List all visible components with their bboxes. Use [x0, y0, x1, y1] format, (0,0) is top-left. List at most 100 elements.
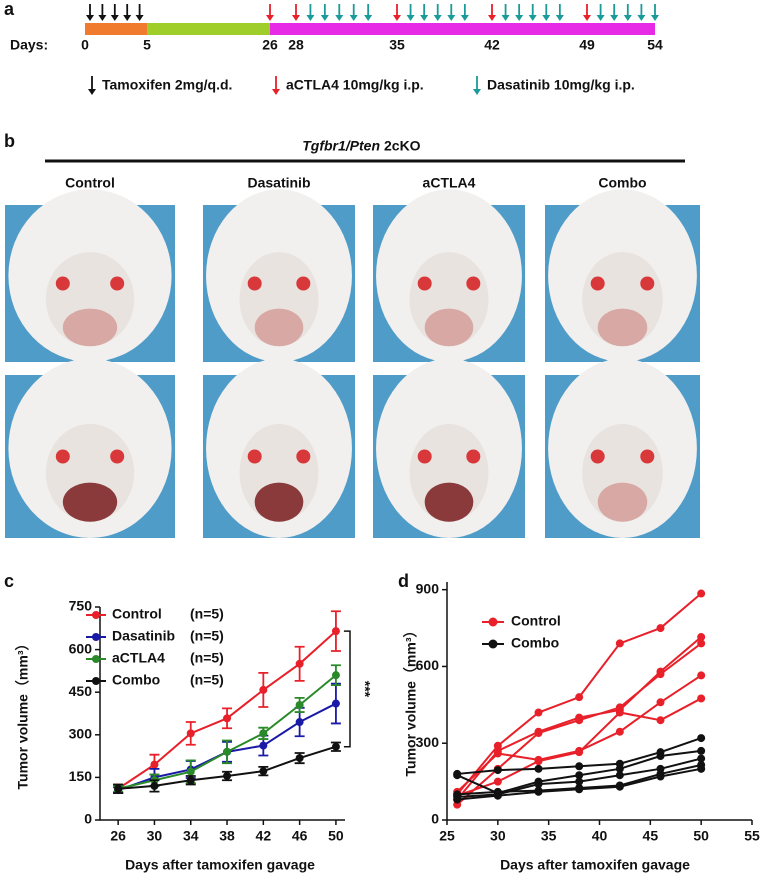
arrow [515, 4, 524, 21]
marker [259, 741, 268, 750]
day-tick-label: 35 [389, 37, 405, 53]
arrow [488, 4, 496, 21]
y-axis-label: Tumor volume（mm³） [403, 624, 419, 777]
marker [295, 700, 304, 709]
marker [331, 742, 340, 751]
mouse-eye [466, 276, 481, 291]
legend-label: Dasatinib 10mg/kg i.p. [487, 77, 635, 93]
arrow-head [651, 15, 659, 21]
column-label: Control [65, 175, 115, 191]
arrow [406, 4, 415, 21]
marker [615, 708, 624, 717]
arrow [272, 76, 280, 95]
arrow-head [98, 15, 107, 21]
y-axis-label: Tumor volume（mm³） [15, 637, 31, 790]
arrow-head [542, 15, 551, 21]
x-tick-label: 26 [110, 828, 126, 844]
marker [656, 716, 665, 725]
arrow [460, 4, 469, 21]
arrow-head [515, 15, 524, 21]
arrow-head [460, 15, 469, 21]
timeline-segment [147, 23, 270, 35]
arrow-head [306, 15, 315, 21]
arrow [623, 4, 632, 21]
arrow [306, 4, 315, 21]
legend-label: aCTLA4 [112, 650, 165, 666]
marker [295, 718, 304, 727]
marker [615, 771, 624, 780]
arrow [447, 4, 456, 21]
marker [615, 639, 624, 648]
marker [223, 747, 232, 756]
marker [575, 785, 584, 794]
legend-marker [92, 611, 100, 619]
photo [373, 189, 525, 362]
marker [697, 754, 706, 763]
mouse-eye [55, 276, 70, 291]
legend-marker [92, 655, 100, 663]
y-tick-label: 600 [416, 657, 440, 673]
marker [615, 727, 624, 736]
photo [545, 189, 700, 362]
marker [259, 685, 268, 694]
y-tick-label: 0 [431, 811, 439, 827]
photo [5, 189, 175, 362]
arrow-head [447, 15, 456, 21]
marker [697, 694, 706, 703]
arrow-head [473, 89, 481, 95]
day-tick-label: 42 [484, 37, 500, 53]
arrow-head [86, 15, 94, 21]
arrow [583, 4, 591, 21]
arrow [637, 4, 646, 21]
arrow [364, 4, 373, 21]
arrow-head [320, 15, 329, 21]
marker [186, 776, 195, 785]
legend-label: Control [112, 606, 162, 622]
x-tick-label: 30 [147, 828, 163, 844]
mouse-eye [466, 449, 481, 464]
x-tick-label: 42 [256, 828, 272, 844]
panel-label: a [4, 0, 15, 19]
arrow-head [420, 15, 429, 21]
marker [186, 729, 195, 738]
day-tick-label: 5 [143, 37, 151, 53]
marker [114, 784, 123, 793]
marker [259, 767, 268, 776]
arrow [86, 4, 94, 21]
photo [545, 358, 700, 538]
arrow-head [406, 15, 415, 21]
marker [534, 757, 543, 766]
arrow-head [610, 15, 619, 21]
arrow [393, 4, 401, 21]
x-tick-label: 50 [693, 828, 709, 844]
arrow-head [110, 15, 119, 21]
significance-bracket [343, 630, 351, 748]
mouse-snout [62, 308, 118, 347]
legend-label: Combo [511, 635, 559, 651]
arrow-head [637, 15, 646, 21]
marker [656, 772, 665, 781]
arrow-head [488, 15, 496, 21]
mouse-snout [254, 482, 304, 522]
x-tick-label: 46 [292, 828, 308, 844]
marker [575, 748, 584, 757]
arrow [292, 4, 300, 21]
column-label: Combo [598, 175, 646, 191]
y-tick-label: 0 [84, 811, 92, 827]
mouse-snout [62, 482, 118, 522]
panel-label: c [4, 571, 14, 591]
column-label: Dasatinib [247, 175, 310, 191]
marker [656, 698, 665, 707]
arrow [88, 76, 96, 95]
marker [697, 764, 706, 773]
mouse-eye [110, 276, 125, 291]
marker [534, 787, 543, 796]
x-tick-label: 40 [592, 828, 608, 844]
marker [150, 760, 159, 769]
x-tick-label: 30 [490, 828, 506, 844]
marker [575, 777, 584, 786]
arrow-head [583, 15, 591, 21]
marker [295, 754, 304, 763]
mouse-eye [110, 449, 125, 464]
